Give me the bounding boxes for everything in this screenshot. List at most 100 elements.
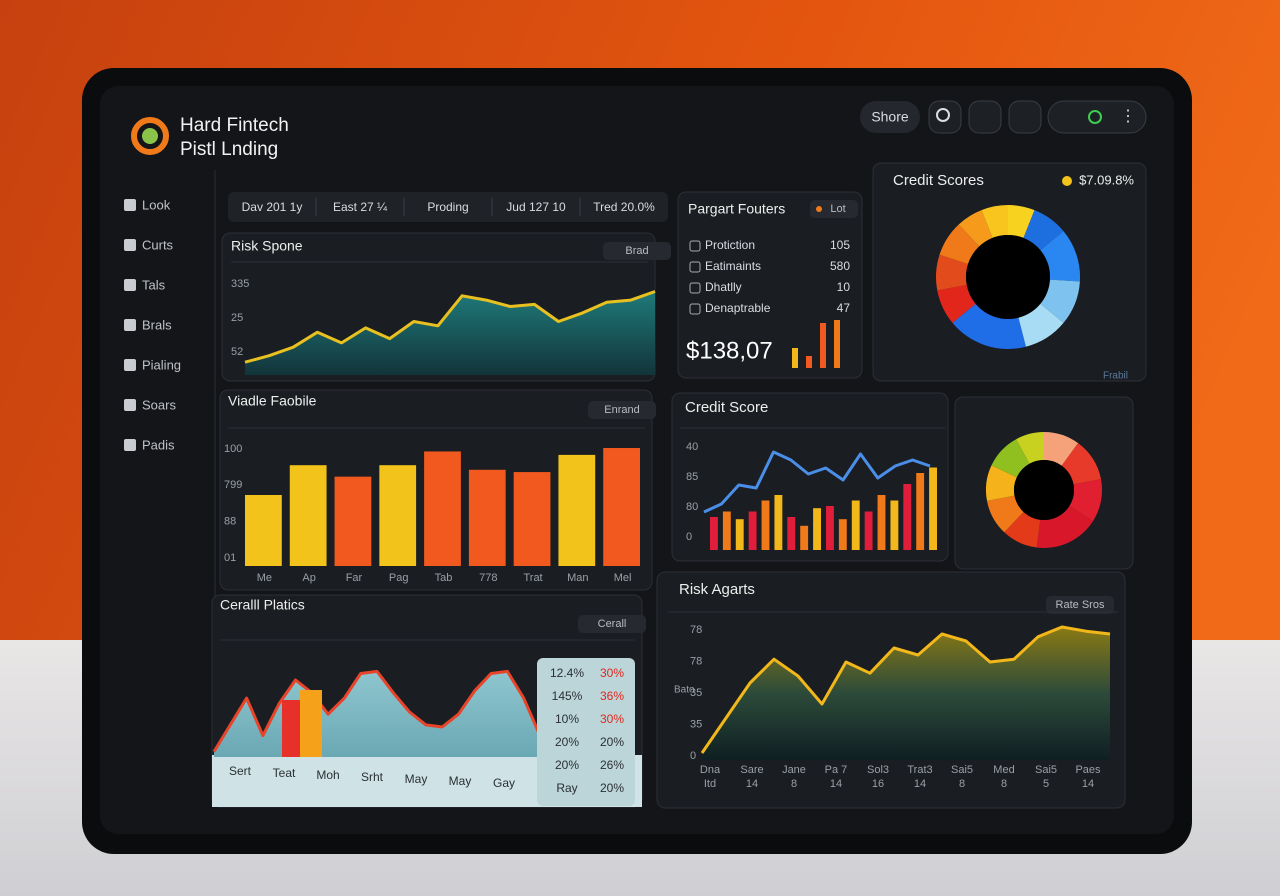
logo <box>131 117 169 155</box>
bar <box>735 519 744 550</box>
donut-hole <box>966 235 1050 319</box>
donut-segment <box>1044 432 1079 466</box>
filter-chip: East 27 ¼ <box>333 200 388 214</box>
panel-title: Credit Scores <box>893 172 984 189</box>
donut-segment <box>1061 443 1101 485</box>
filter-chip: Jud 127 10 <box>506 200 566 214</box>
panel-title: Risk Agarts <box>679 581 755 598</box>
x-label: 8 <box>791 778 797 790</box>
nav-icon <box>124 359 136 371</box>
nav-item: Look <box>142 197 171 212</box>
nav-icon <box>124 439 136 451</box>
bar <box>424 451 461 566</box>
bar <box>838 519 847 550</box>
badge <box>810 200 858 218</box>
y-label: 25 <box>231 312 243 324</box>
bar <box>851 500 860 550</box>
bar <box>929 467 937 550</box>
bar <box>603 448 640 566</box>
table-cell: 36% <box>600 689 624 703</box>
donut-segment <box>952 303 1026 349</box>
badge <box>588 401 656 419</box>
table-cell: Ray <box>556 781 577 795</box>
search-glyph <box>936 108 950 122</box>
x-label: 8 <box>1001 778 1007 790</box>
bar <box>800 525 809 550</box>
table-cell: 145% <box>552 689 583 703</box>
bar <box>289 465 327 566</box>
x-label: Pag <box>389 572 409 584</box>
y-label: 35 <box>690 687 702 699</box>
y-label: 799 <box>224 479 242 491</box>
logo-core <box>142 128 158 144</box>
donut-segment <box>1040 279 1080 323</box>
nav-icon <box>124 399 136 411</box>
brand-subtitle: Pistl Lnding <box>180 139 278 160</box>
donut-segment <box>939 224 980 264</box>
donut-segment <box>987 495 1024 533</box>
x-label: Sert <box>229 764 252 778</box>
x-label: Man <box>567 572 588 584</box>
filter-chip: Proding <box>427 200 468 214</box>
line <box>700 625 1111 754</box>
row-label: Denaptrable <box>705 301 771 315</box>
x-label: 14 <box>830 778 842 790</box>
x-label: Med <box>993 764 1014 776</box>
y-label: 35 <box>690 718 702 730</box>
share-button[interactable] <box>860 101 920 133</box>
badge-dot <box>816 206 822 212</box>
row-icon <box>689 261 701 273</box>
table-cell: 20% <box>600 735 624 749</box>
donut-hole <box>1014 460 1074 520</box>
table-cell: 20% <box>555 758 579 772</box>
x-label: Moh <box>316 768 339 782</box>
x-label: 5 <box>1043 778 1049 790</box>
mini-bar <box>806 356 812 368</box>
y-label: 40 <box>686 441 698 453</box>
table <box>537 658 635 806</box>
x-label: May <box>405 772 428 786</box>
panel-title: Viadle Faobile <box>228 393 317 409</box>
y-label: 88 <box>224 516 236 528</box>
x-label: Me <box>257 572 272 584</box>
donut-segment <box>1023 210 1064 251</box>
badge-label: Brad <box>625 245 648 257</box>
x-label: Sai5 <box>1035 764 1057 776</box>
key-icon[interactable] <box>968 100 1002 134</box>
call-group[interactable] <box>1047 100 1147 134</box>
x-label: 778 <box>479 572 497 584</box>
table-cell: 12.4% <box>550 666 584 680</box>
donut-segment <box>1016 432 1044 464</box>
bar <box>379 465 417 566</box>
y-label: 100 <box>224 443 242 455</box>
x-label: May <box>449 774 472 788</box>
search-icon[interactable] <box>928 100 962 134</box>
nav-item: Padis <box>142 437 175 452</box>
highlight <box>282 700 300 757</box>
x-label: Teat <box>273 766 296 780</box>
donut-segment <box>985 465 1017 501</box>
more-glyph[interactable]: ⋮ <box>1120 108 1136 125</box>
row-value: 580 <box>830 259 850 273</box>
y-label: 78 <box>690 655 702 667</box>
donut-segment <box>958 210 993 247</box>
table-cell: 26% <box>600 758 624 772</box>
x-label: Far <box>346 572 363 584</box>
y-label: 52 <box>231 346 243 358</box>
badge-label: Rate Sros <box>1056 599 1105 611</box>
doc-icon[interactable] <box>1008 100 1042 134</box>
line <box>244 290 656 364</box>
row-value: 10 <box>837 280 851 294</box>
row-label: Protiction <box>705 238 755 252</box>
x-label: Paes <box>1075 764 1101 776</box>
bar <box>722 511 731 550</box>
donut-segment <box>1008 205 1035 238</box>
toolbar-icons <box>928 100 1147 134</box>
bar <box>864 511 873 550</box>
x-label: 14 <box>914 778 926 790</box>
row-icon <box>689 240 701 252</box>
x-label: 14 <box>746 778 758 790</box>
bar <box>813 508 821 550</box>
x-label: Sai5 <box>951 764 973 776</box>
